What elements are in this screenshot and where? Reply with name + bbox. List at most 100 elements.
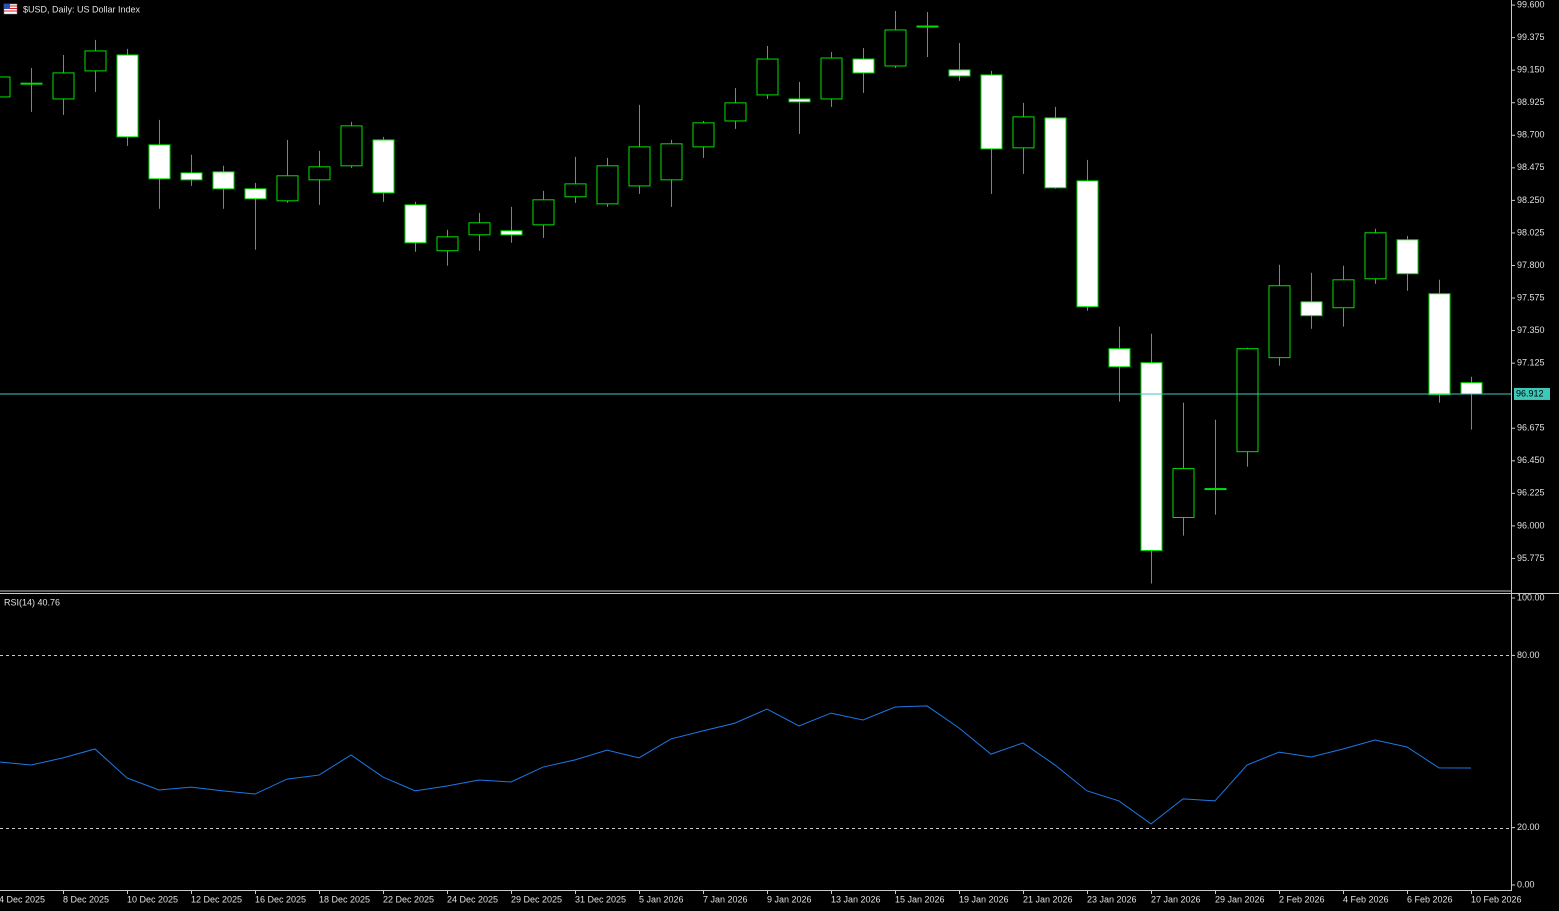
- candle-body: [372, 139, 395, 194]
- candle-body: [116, 54, 139, 138]
- candle-body: [340, 125, 363, 167]
- x-tick-label: 27 Jan 2026: [1151, 894, 1201, 904]
- x-tick-label: 29 Jan 2026: [1215, 894, 1265, 904]
- candle-body: [948, 69, 971, 77]
- candle-body: [1172, 468, 1195, 519]
- candle-body: [1396, 239, 1419, 275]
- candle-body: [500, 230, 523, 236]
- flag-icon: [3, 3, 18, 15]
- y-tick-label: 98.475: [1517, 162, 1545, 172]
- candle-body: [20, 82, 43, 85]
- y-tick-label: 99.375: [1517, 32, 1545, 42]
- candle-body: [1108, 348, 1131, 368]
- candle-body: [1236, 348, 1259, 453]
- y-tick-label: 96.000: [1517, 520, 1545, 530]
- candle-body: [308, 166, 331, 181]
- candle-body: [212, 171, 235, 190]
- y-tick-label: 97.350: [1517, 325, 1545, 335]
- candle-body: [820, 57, 843, 100]
- candle-body: [916, 25, 939, 28]
- y-tick-label: 100.00: [1517, 592, 1545, 602]
- x-tick-label: 2 Feb 2026: [1279, 894, 1325, 904]
- x-tick-label: 23 Jan 2026: [1087, 894, 1137, 904]
- candle-body: [628, 146, 651, 187]
- x-tick-label: 10 Dec 2025: [127, 894, 178, 904]
- x-tick-label: 4 Feb 2026: [1343, 894, 1389, 904]
- candle-body: [148, 144, 171, 180]
- candle-body: [1076, 180, 1099, 308]
- current-price-box: [1514, 387, 1550, 400]
- chart-title: $USD, Daily: US Dollar Index: [23, 4, 141, 14]
- candle-body: [468, 222, 491, 236]
- y-tick-label: 97.575: [1517, 292, 1545, 302]
- candle-body: [660, 143, 683, 181]
- candle-body: [1364, 232, 1387, 280]
- candle-body: [852, 58, 875, 74]
- x-tick-label: 4 Dec 2025: [0, 894, 45, 904]
- x-tick-label: 15 Jan 2026: [895, 894, 945, 904]
- candle-body: [788, 98, 811, 103]
- candle-body: [1332, 279, 1355, 309]
- y-tick-label: 98.025: [1517, 227, 1545, 237]
- candle-body: [52, 72, 75, 100]
- candle-body: [0, 76, 11, 98]
- y-tick-label: 0.00: [1517, 879, 1535, 889]
- candle-body: [1204, 488, 1227, 491]
- y-tick-label: 97.800: [1517, 260, 1545, 270]
- y-tick-label: 96.450: [1517, 455, 1545, 465]
- rsi-line: [0, 705, 1472, 825]
- candle-body: [180, 172, 203, 181]
- y-tick-label: 80.00: [1517, 650, 1540, 660]
- y-tick-label: 96.675: [1517, 423, 1545, 433]
- current-price-label: 96.912: [1516, 388, 1544, 398]
- x-tick-label: 7 Jan 2026: [703, 894, 748, 904]
- candle-body: [1460, 382, 1483, 395]
- y-tick-label: 98.700: [1517, 130, 1545, 140]
- candle-body: [980, 74, 1003, 150]
- x-tick-label: 29 Dec 2025: [511, 894, 562, 904]
- candle-body: [1012, 116, 1035, 149]
- x-tick-label: 8 Dec 2025: [63, 894, 109, 904]
- candle-body: [564, 183, 587, 198]
- y-tick-label: 99.600: [1517, 0, 1545, 9]
- candle-body: [436, 236, 459, 252]
- candle-body: [756, 58, 779, 96]
- x-tick-label: 10 Feb 2026: [1471, 894, 1522, 904]
- y-tick-label: 98.250: [1517, 195, 1545, 205]
- x-tick-label: 22 Dec 2025: [383, 894, 434, 904]
- candle-body: [596, 165, 619, 205]
- candle-body: [1044, 117, 1067, 189]
- candle-body: [1300, 301, 1323, 317]
- candle-body: [1428, 293, 1451, 396]
- x-tick-label: 6 Feb 2026: [1407, 894, 1453, 904]
- x-tick-label: 9 Jan 2026: [767, 894, 812, 904]
- candle-body: [724, 102, 747, 122]
- y-tick-label: 97.125: [1517, 358, 1545, 368]
- x-tick-label: 16 Dec 2025: [255, 894, 306, 904]
- y-tick-label: 96.225: [1517, 488, 1545, 498]
- indicator-title: RSI(14) 40.76: [4, 597, 60, 607]
- candle-body: [692, 122, 715, 148]
- candle-body: [404, 204, 427, 244]
- y-tick-label: 20.00: [1517, 822, 1540, 832]
- candle-body: [1140, 362, 1163, 551]
- x-tick-label: 13 Jan 2026: [831, 894, 881, 904]
- candle-body: [884, 29, 907, 67]
- x-tick-label: 19 Jan 2026: [959, 894, 1009, 904]
- candle-body: [1268, 285, 1291, 359]
- candle-body: [276, 175, 299, 202]
- x-tick-label: 12 Dec 2025: [191, 894, 242, 904]
- candle-body: [532, 199, 555, 226]
- x-tick-label: 31 Dec 2025: [575, 894, 626, 904]
- x-tick-label: 21 Jan 2026: [1023, 894, 1073, 904]
- x-tick-label: 18 Dec 2025: [319, 894, 370, 904]
- x-tick-label: 5 Jan 2026: [639, 894, 684, 904]
- candle-body: [84, 50, 107, 72]
- y-tick-label: 95.775: [1517, 553, 1545, 563]
- candle-body: [244, 188, 267, 200]
- y-tick-label: 99.150: [1517, 65, 1545, 75]
- y-tick-label: 98.925: [1517, 97, 1545, 107]
